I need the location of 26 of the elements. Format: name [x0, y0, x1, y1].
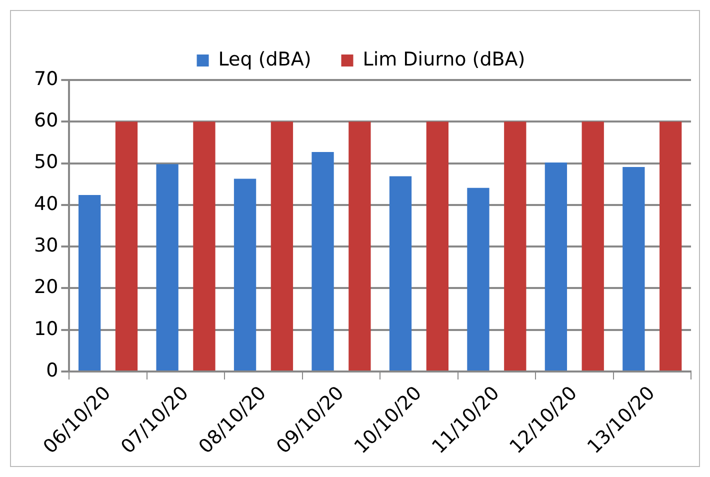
y-tick-label: 0	[46, 359, 58, 382]
bar	[582, 122, 604, 371]
bar	[426, 122, 448, 371]
y-tick-label: 60	[34, 110, 58, 132]
bar	[193, 122, 216, 371]
bar	[270, 122, 294, 371]
bar	[156, 164, 178, 371]
bar	[115, 122, 138, 371]
legend-label: Lim Diurno (dBA)	[362, 48, 526, 70]
legend-label: Leq (dBA)	[218, 48, 312, 70]
bar	[544, 162, 568, 371]
y-tick-label: 20	[34, 276, 58, 298]
y-tick-label: 50	[34, 151, 58, 174]
y-tick-label: 10	[34, 318, 58, 340]
bar	[504, 122, 526, 371]
bar	[312, 152, 334, 371]
bar	[660, 122, 682, 371]
bar	[467, 188, 490, 371]
bar	[78, 194, 101, 371]
bar	[234, 178, 256, 371]
y-tick-label: 70	[34, 68, 58, 90]
y-tick-label: 40	[34, 192, 58, 215]
y-tick-label: 30	[34, 234, 58, 257]
bar	[622, 167, 645, 371]
bar	[348, 122, 371, 371]
bar	[389, 176, 412, 371]
